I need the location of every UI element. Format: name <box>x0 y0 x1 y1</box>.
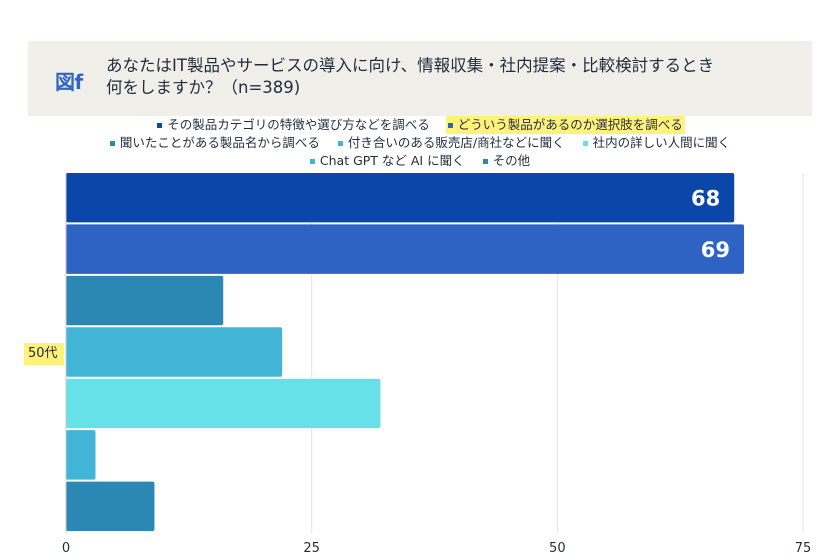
legend-label: 付き合いのある販売店/商社などに聞く <box>347 135 565 150</box>
legend-label: その他 <box>492 153 531 168</box>
bar <box>66 481 155 531</box>
x-tick-label: 0 <box>62 541 70 556</box>
legend-item: その製品カテゴリの特徴や選び方などを調べる <box>155 116 432 134</box>
legend-row: 聞いたことがある製品名から調べる 付き合いのある販売店/商社などに聞く 社内の詳しい… <box>60 134 780 152</box>
legend-label: 社内の詳しい人間に聞く <box>592 135 731 150</box>
data-label: 68 <box>691 187 720 211</box>
legend-label: どういう製品があるのか選択肢を調べる <box>457 117 683 132</box>
title-box <box>28 41 812 116</box>
legend-item: Chat GPT など AI に聞く <box>308 152 467 170</box>
chart-title-line-2: 何をしますか？（n=389) <box>106 78 301 97</box>
legend-item: 聞いたことがある製品名から調べる <box>108 134 322 152</box>
legend-swatch <box>582 140 588 146</box>
legend-row: Chat GPT など AI に聞く その他 <box>60 152 780 170</box>
category-label: 50代 <box>24 343 64 365</box>
bar <box>66 430 96 480</box>
legend-swatch <box>109 140 115 146</box>
bar <box>66 275 224 326</box>
x-tick-label: 50 <box>549 541 566 556</box>
figure-label: 図f <box>55 70 83 94</box>
legend-swatch <box>482 158 488 164</box>
chart-legend: その製品カテゴリの特徴や選び方などを調べる どういう製品があるのか選択肢を調べる聞… <box>60 116 780 170</box>
legend-item: どういう製品があるのか選択肢を調べる <box>445 116 685 134</box>
legend-swatch <box>447 122 453 128</box>
legend-item: 付き合いのある販売店/商社などに聞く <box>336 134 567 152</box>
legend-label: Chat GPT など AI に聞く <box>319 153 465 168</box>
bar <box>66 378 381 429</box>
data-label: 69 <box>701 238 730 262</box>
bar <box>66 224 745 274</box>
legend-swatch <box>157 122 163 128</box>
legend-item: 社内の詳しい人間に聞く <box>581 134 733 152</box>
legend-label: 聞いたことがある製品名から調べる <box>119 135 320 150</box>
legend-row: その製品カテゴリの特徴や選び方などを調べる どういう製品があるのか選択肢を調べる <box>60 116 780 134</box>
x-tick-label: 75 <box>795 541 812 556</box>
legend-label: その製品カテゴリの特徴や選び方などを調べる <box>167 117 430 132</box>
legend-item: その他 <box>481 152 533 170</box>
legend-swatch <box>309 158 315 164</box>
x-tick-label: 25 <box>303 541 320 556</box>
legend-swatch <box>337 140 343 146</box>
bar <box>66 173 735 223</box>
chart-title: あなたはIT製品やサービスの導入に向け、情報収集・社内提案・比較検討するとき 何… <box>106 55 786 99</box>
bar <box>66 327 283 377</box>
chart-title-line-1: あなたはIT製品やサービスの導入に向け、情報収集・社内提案・比較検討するとき <box>106 56 715 75</box>
